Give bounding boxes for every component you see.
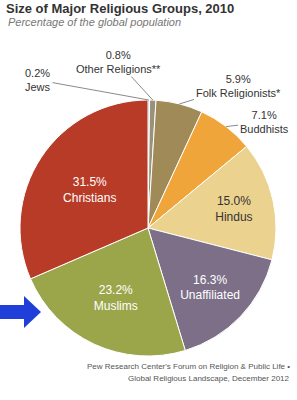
svg-text:Pew Research Center's Forum on: Pew Research Center's Forum on Religion … [87,362,290,371]
svg-text:5.9%Folk Religionists*: 5.9%Folk Religionists* [196,73,281,99]
svg-text:15.0%Hindus: 15.0%Hindus [215,194,252,224]
svg-text:Global Religious Landscape, De: Global Religious Landscape, December 201… [128,374,290,383]
svg-text:0.2%Jews: 0.2%Jews [25,67,51,93]
svg-text:Percentage of the global popul: Percentage of the global population [8,16,181,28]
svg-text:0.8%Other Religions**: 0.8%Other Religions** [76,49,161,75]
svg-text:23.2%Muslims: 23.2%Muslims [94,283,138,313]
svg-text:31.5%Christians: 31.5%Christians [63,175,116,205]
svg-text:16.3%Unaffiliated: 16.3%Unaffiliated [180,273,240,303]
svg-text:7.1%Buddhists: 7.1%Buddhists [240,109,289,135]
svg-text:Size of Major Religious Groups: Size of Major Religious Groups, 2010 [6,1,234,16]
